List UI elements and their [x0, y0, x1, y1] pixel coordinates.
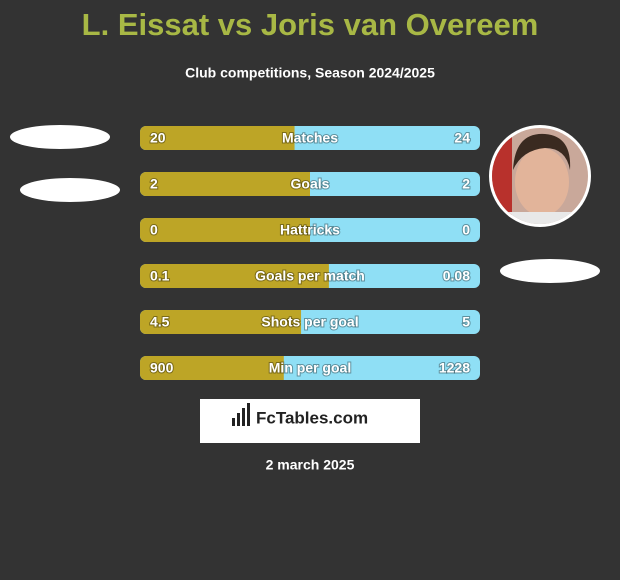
category-label: Goals per match: [255, 268, 365, 284]
category-label: Hattricks: [280, 222, 340, 238]
bar-left: [140, 172, 310, 196]
player-photo: [489, 125, 591, 227]
chart-subtitle: Club competitions, Season 2024/2025: [185, 65, 435, 81]
bar-left: [140, 126, 295, 150]
category-label: Goals: [291, 176, 330, 192]
value-label-right: 1228: [439, 360, 470, 376]
placeholder-badge: [500, 259, 600, 283]
value-label-left: 4.5: [150, 314, 170, 330]
value-label-left: 0.1: [150, 268, 170, 284]
value-label-left: 20: [150, 130, 166, 146]
value-label-right: 24: [454, 130, 470, 146]
logo: FcTables.com: [200, 399, 420, 443]
category-label: Min per goal: [269, 360, 351, 376]
value-label-right: 2: [462, 176, 470, 192]
chart-title: L. Eissat vs Joris van Overeem: [82, 7, 539, 42]
category-label: Matches: [282, 130, 338, 146]
value-label-left: 0: [150, 222, 158, 238]
value-label-left: 2: [150, 176, 158, 192]
placeholder-badge: [10, 125, 110, 149]
bar-left: [140, 356, 284, 380]
bar-left: [140, 310, 302, 334]
bar-left: [140, 264, 329, 288]
date: 2 march 2025: [266, 457, 355, 473]
bar-left: [140, 218, 310, 242]
logo-text: FcTables.com: [256, 408, 368, 427]
value-label-right: 0: [462, 222, 470, 238]
category-label: Shots per goal: [261, 314, 358, 330]
value-label-right: 0.08: [443, 268, 470, 284]
placeholder-badge: [20, 178, 120, 202]
value-label-left: 900: [150, 360, 174, 376]
value-label-right: 5: [462, 314, 470, 330]
